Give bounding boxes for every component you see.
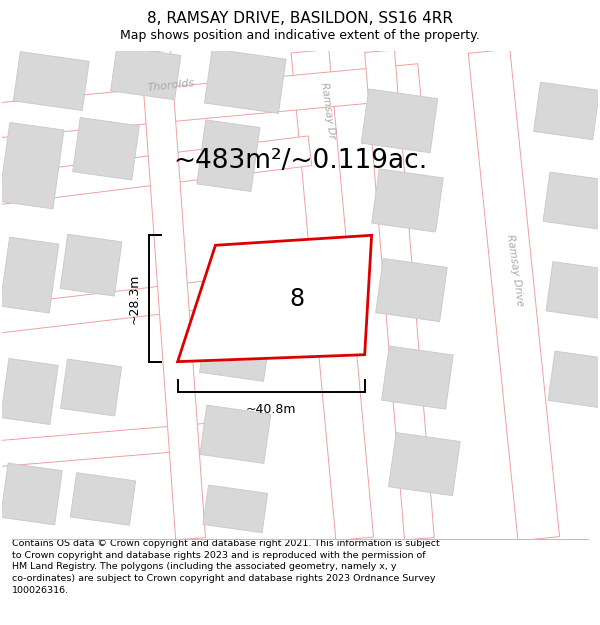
Polygon shape [0,271,292,334]
Polygon shape [200,405,271,463]
Polygon shape [468,49,560,541]
Text: ~28.3m: ~28.3m [128,273,141,324]
Polygon shape [0,64,421,138]
Polygon shape [60,234,122,296]
Polygon shape [70,472,136,525]
Polygon shape [197,120,260,191]
Text: Map shows position and indicative extent of the property.: Map shows position and indicative extent… [120,29,480,42]
Text: Contains OS data © Crown copyright and database right 2021. This information is : Contains OS data © Crown copyright and d… [12,539,440,595]
Polygon shape [205,49,286,113]
Polygon shape [61,359,122,416]
Polygon shape [361,89,438,153]
Polygon shape [382,346,453,409]
Polygon shape [13,52,89,111]
Polygon shape [1,359,58,424]
Text: ~40.8m: ~40.8m [246,404,296,416]
Polygon shape [376,258,447,322]
Text: 8: 8 [290,288,305,311]
Polygon shape [0,421,232,467]
Polygon shape [203,485,268,532]
Text: 8, RAMSAY DRIVE, BASILDON, SS16 4RR: 8, RAMSAY DRIVE, BASILDON, SS16 4RR [147,11,453,26]
Polygon shape [200,318,271,381]
Polygon shape [0,122,64,209]
Polygon shape [291,49,374,541]
Polygon shape [389,432,460,496]
Text: Ramsay Drive: Ramsay Drive [505,234,525,307]
Polygon shape [141,50,205,540]
Polygon shape [110,46,181,100]
Polygon shape [546,262,600,319]
Polygon shape [178,235,371,362]
Polygon shape [365,50,434,540]
Text: Thorolds: Thorolds [146,78,195,92]
Polygon shape [0,237,59,313]
Text: Ramsay Dr: Ramsay Dr [319,82,337,140]
Polygon shape [548,351,600,408]
Polygon shape [0,136,312,206]
Text: ~483m²/~0.119ac.: ~483m²/~0.119ac. [173,148,427,174]
Polygon shape [73,118,139,180]
Polygon shape [533,82,599,140]
Polygon shape [1,463,62,525]
Polygon shape [371,169,443,232]
Polygon shape [543,172,600,229]
